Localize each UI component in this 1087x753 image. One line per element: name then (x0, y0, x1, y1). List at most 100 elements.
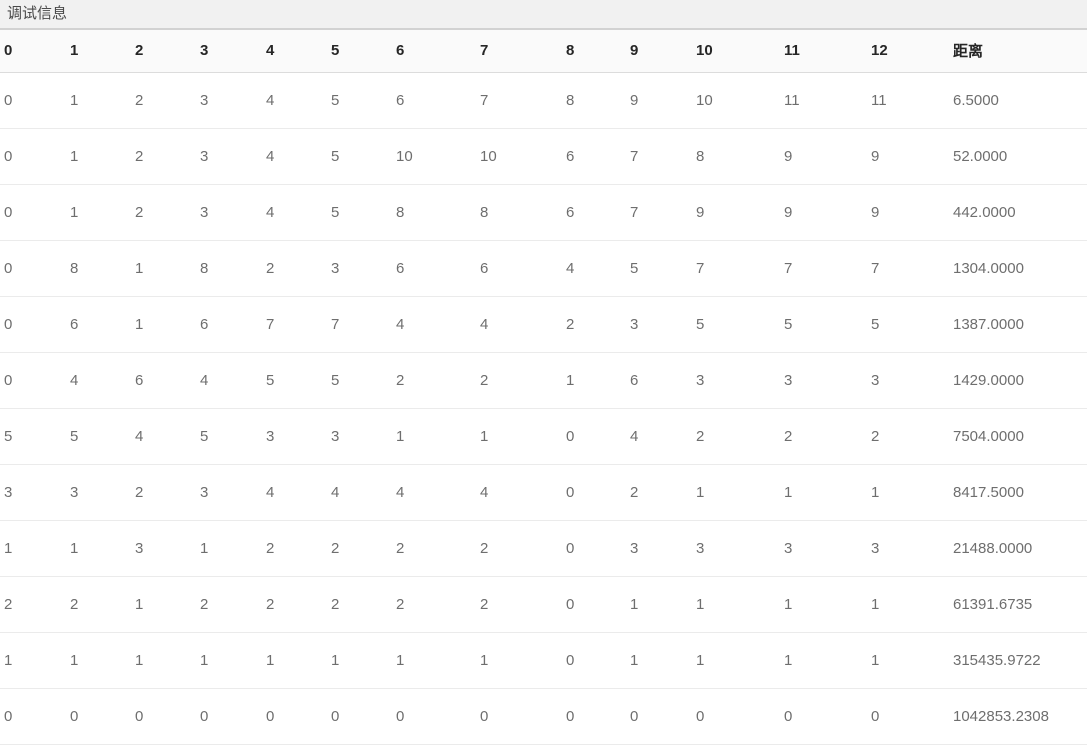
table-cell: 0 (196, 688, 262, 745)
table-row: 0 0 0 0 0 0 0 0 0 0 0 0 0 1042853.2308 (0, 688, 1087, 745)
distance-cell: 1042853.2308 (949, 688, 1087, 745)
table-cell: 2 (131, 184, 196, 241)
table-cell: 9 (867, 184, 949, 241)
table-cell: 8 (562, 72, 626, 129)
table-cell: 3 (867, 352, 949, 409)
table-cell: 1 (66, 520, 131, 577)
table-row: 0 6 1 6 7 7 4 4 2 3 5 5 5 1387.0000 (0, 296, 1087, 353)
table-cell: 1 (196, 520, 262, 577)
table-cell: 2 (131, 72, 196, 129)
table-cell: 4 (626, 408, 692, 465)
table-row: 5 5 4 5 3 3 1 1 0 4 2 2 2 7504.0000 (0, 408, 1087, 465)
table-cell: 6 (476, 240, 562, 297)
table-cell: 1 (66, 184, 131, 241)
table-row: 0 1 2 3 4 5 6 7 8 9 10 11 11 6.5000 (0, 72, 1087, 129)
table-cell: 10 (476, 128, 562, 185)
table-cell: 4 (392, 464, 476, 521)
table-cell: 2 (476, 352, 562, 409)
table-cell: 5 (692, 296, 780, 353)
table-cell: 7 (867, 240, 949, 297)
column-header-5: 5 (327, 30, 392, 73)
table-cell: 4 (262, 128, 327, 185)
table-cell: 4 (262, 72, 327, 129)
table-cell: 2 (392, 520, 476, 577)
table-cell: 0 (327, 688, 392, 745)
table-cell: 2 (66, 576, 131, 633)
table-cell: 4 (196, 352, 262, 409)
table-cell: 2 (780, 408, 867, 465)
column-header-3: 3 (196, 30, 262, 73)
distance-cell: 21488.0000 (949, 520, 1087, 577)
table-cell: 3 (196, 464, 262, 521)
column-header-9: 9 (626, 30, 692, 73)
table-cell: 1 (131, 296, 196, 353)
table-cell: 9 (867, 128, 949, 185)
table-cell: 6 (562, 128, 626, 185)
table-cell: 7 (626, 128, 692, 185)
table-cell: 5 (66, 408, 131, 465)
table-cell: 3 (196, 128, 262, 185)
table-cell: 2 (392, 576, 476, 633)
table-cell: 2 (562, 296, 626, 353)
table-cell: 1 (867, 464, 949, 521)
table-row: 0 8 1 8 2 3 6 6 4 5 7 7 7 1304.0000 (0, 240, 1087, 297)
table-cell: 1 (867, 576, 949, 633)
table-cell: 1 (131, 240, 196, 297)
distance-cell: 52.0000 (949, 128, 1087, 185)
table-cell: 3 (626, 296, 692, 353)
table-cell: 1 (392, 408, 476, 465)
table-cell: 4 (476, 296, 562, 353)
table-cell: 5 (327, 184, 392, 241)
table-row: 2 2 1 2 2 2 2 2 0 1 1 1 1 61391.6735 (0, 576, 1087, 633)
table-cell: 1 (327, 632, 392, 689)
table-cell: 10 (692, 72, 780, 129)
table-cell: 2 (131, 128, 196, 185)
table-row: 3 3 2 3 4 4 4 4 0 2 1 1 1 8417.5000 (0, 464, 1087, 521)
table-header-row: 0 1 2 3 4 5 6 7 8 9 10 11 12 距离 (0, 30, 1087, 73)
table-cell: 2 (262, 240, 327, 297)
table-cell: 3 (131, 520, 196, 577)
table-cell: 3 (626, 520, 692, 577)
table-cell: 9 (780, 128, 867, 185)
table-cell: 6 (562, 184, 626, 241)
column-header-4: 4 (262, 30, 327, 73)
table-cell: 1 (476, 408, 562, 465)
distance-cell: 1387.0000 (949, 296, 1087, 353)
table-cell: 3 (780, 520, 867, 577)
table-cell: 7 (626, 184, 692, 241)
column-header-6: 6 (392, 30, 476, 73)
table-cell: 2 (626, 464, 692, 521)
table-cell: 2 (476, 520, 562, 577)
column-header-10: 10 (692, 30, 780, 73)
distance-cell: 1304.0000 (949, 240, 1087, 297)
distance-cell: 6.5000 (949, 72, 1087, 129)
table-cell: 0 (692, 688, 780, 745)
table-cell: 6 (66, 296, 131, 353)
table-cell: 7 (327, 296, 392, 353)
column-header-7: 7 (476, 30, 562, 73)
column-header-0: 0 (0, 30, 66, 73)
table-cell: 1 (692, 464, 780, 521)
column-header-11: 11 (780, 30, 867, 73)
table-cell: 1 (66, 128, 131, 185)
table-cell: 1 (626, 632, 692, 689)
table-cell: 5 (327, 72, 392, 129)
table-cell: 0 (131, 688, 196, 745)
table-cell: 1 (692, 576, 780, 633)
panel-title: 调试信息 (0, 0, 1087, 30)
table-cell: 0 (562, 632, 626, 689)
table-cell: 0 (262, 688, 327, 745)
distance-cell: 7504.0000 (949, 408, 1087, 465)
table-cell: 0 (0, 128, 66, 185)
table-cell: 1 (66, 72, 131, 129)
table-cell: 1 (476, 632, 562, 689)
table-cell: 5 (626, 240, 692, 297)
table-row: 0 4 6 4 5 5 2 2 1 6 3 3 3 1429.0000 (0, 352, 1087, 409)
table-cell: 4 (392, 296, 476, 353)
table-cell: 6 (196, 296, 262, 353)
table-cell: 1 (392, 632, 476, 689)
table-cell: 8 (692, 128, 780, 185)
table-cell: 7 (692, 240, 780, 297)
table-cell: 3 (692, 352, 780, 409)
table-cell: 3 (867, 520, 949, 577)
